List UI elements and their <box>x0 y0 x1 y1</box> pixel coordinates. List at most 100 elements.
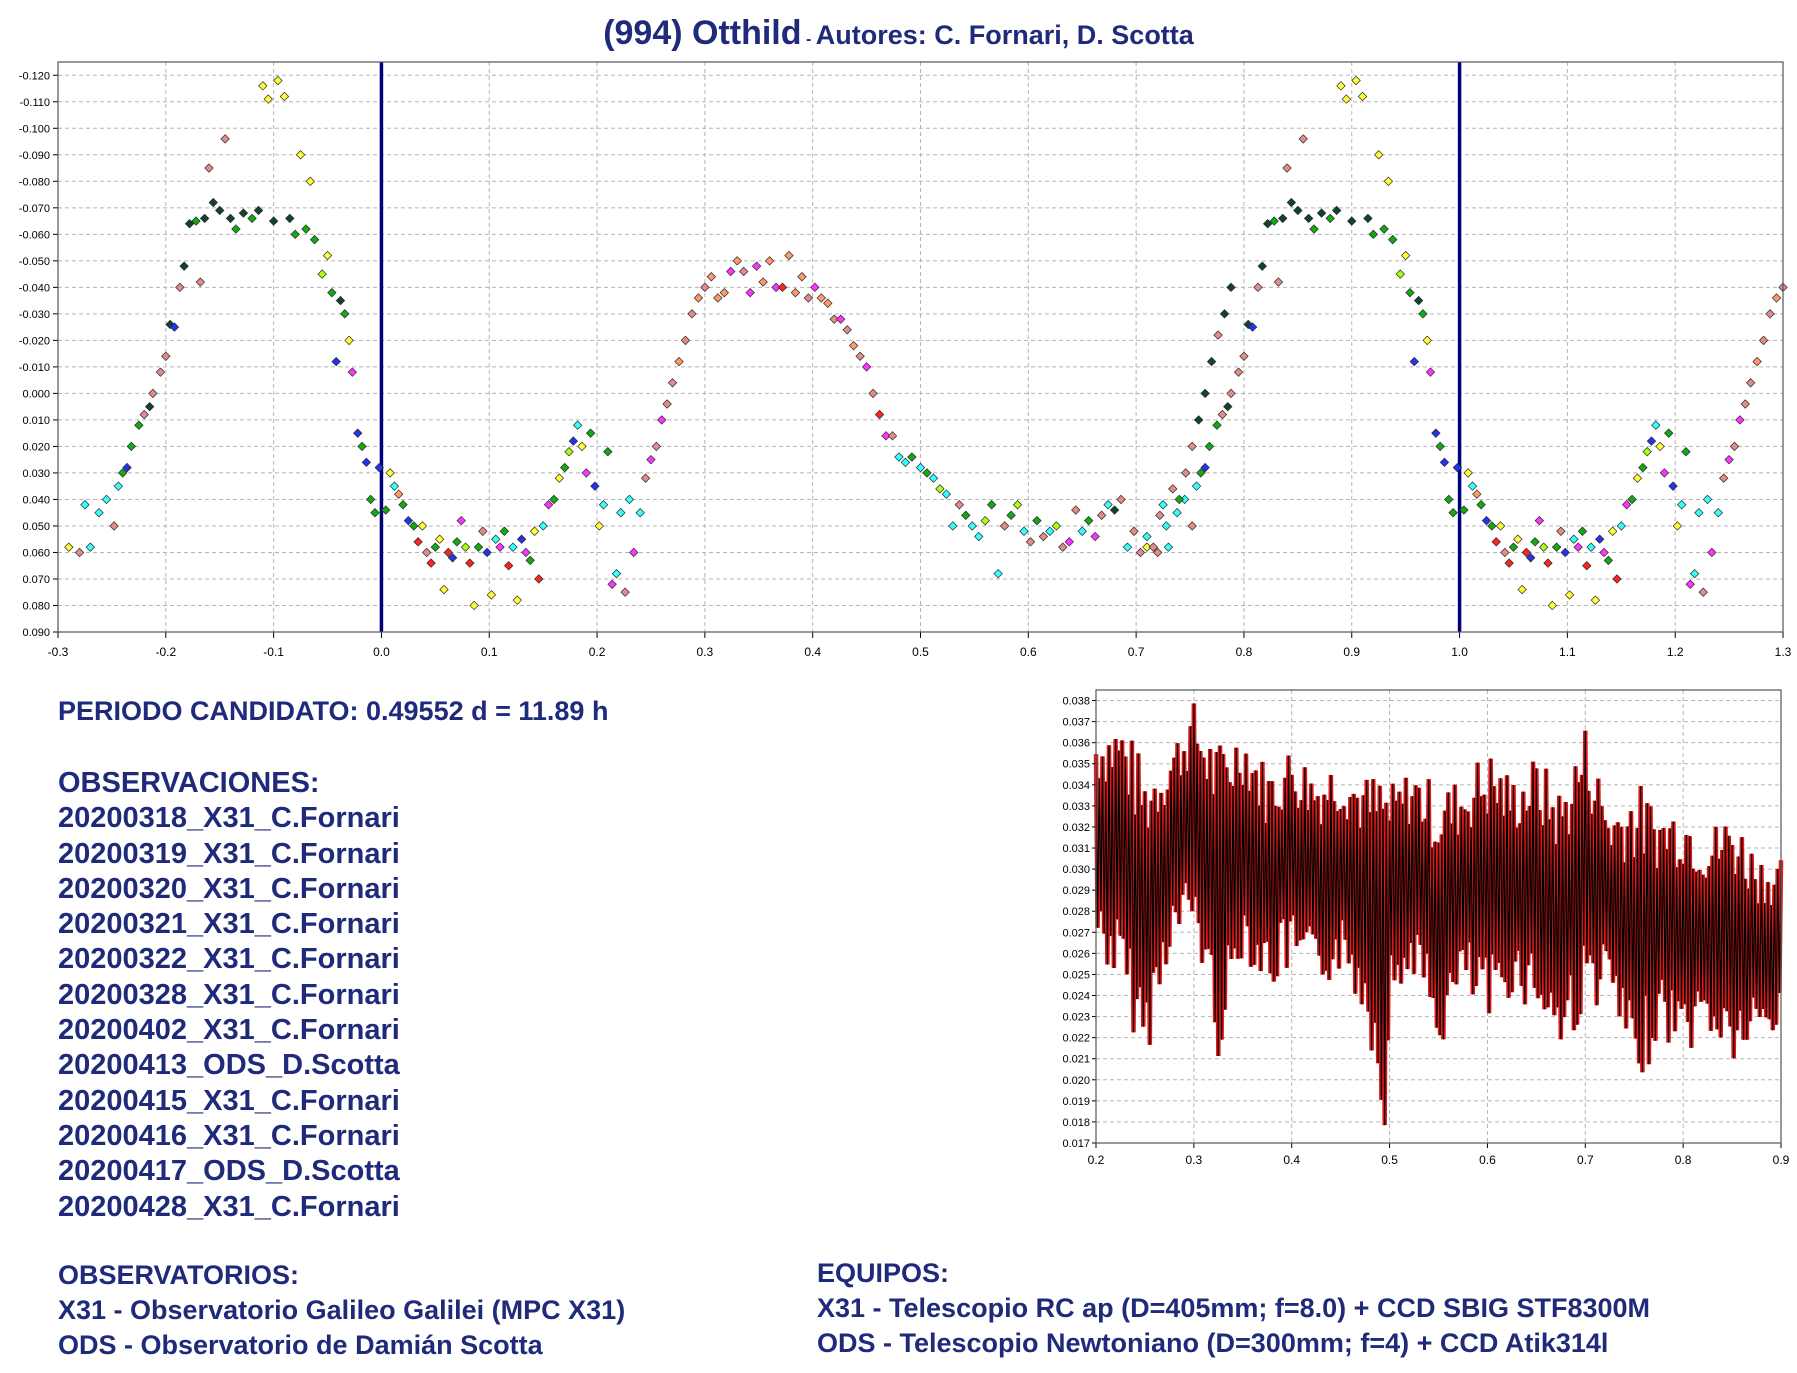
periodogram-trace <box>1095 703 1782 1126</box>
x-tick-label: 0.4 <box>1283 1153 1300 1167</box>
data-point <box>1534 515 1545 526</box>
data-point <box>1560 547 1570 558</box>
data-point <box>268 216 279 226</box>
x-tick-label: -0.2 <box>155 645 176 659</box>
data-point <box>1642 447 1652 457</box>
y-tick-label: 0.037 <box>1062 717 1090 729</box>
data-point <box>486 590 497 600</box>
y-tick-label: 0.030 <box>22 468 50 480</box>
data-point <box>1213 330 1223 340</box>
data-point <box>829 314 839 324</box>
data-point <box>1582 561 1592 571</box>
data-point <box>1363 213 1373 224</box>
data-point <box>1253 282 1263 293</box>
data-point <box>1341 94 1352 104</box>
data-point <box>751 261 762 271</box>
data-point <box>607 579 617 589</box>
data-point <box>1694 508 1704 518</box>
data-point <box>1463 468 1473 478</box>
data-point <box>1551 542 1562 552</box>
data-point <box>1689 568 1700 579</box>
data-point <box>1448 508 1458 518</box>
data-point <box>1713 508 1724 518</box>
data-point <box>1038 531 1049 542</box>
data-point <box>1729 441 1740 452</box>
x-tick-label: 1.3 <box>1775 645 1792 659</box>
y-tick-label: -0.070 <box>19 203 50 215</box>
data-point <box>1476 500 1486 510</box>
data-point <box>1025 537 1036 547</box>
y-tick-label: -0.090 <box>19 150 50 162</box>
chart-title: (994) Otthild - Autores: C. Fornari, D. … <box>0 14 1797 53</box>
data-point <box>370 508 380 518</box>
data-point <box>1325 213 1335 224</box>
y-tick-label: -0.050 <box>19 256 50 268</box>
x-tick-label: 0.6 <box>1479 1153 1496 1167</box>
data-point <box>1298 134 1308 144</box>
data-point <box>1735 415 1745 425</box>
data-point <box>961 510 971 521</box>
x-tick-label: 0.3 <box>697 645 714 659</box>
data-point <box>1491 537 1501 547</box>
data-point <box>199 213 210 224</box>
data-point <box>1200 388 1210 399</box>
data-point <box>1395 269 1405 279</box>
data-point <box>568 436 579 446</box>
data-point <box>1293 205 1303 216</box>
data-point <box>784 250 794 261</box>
x-tick-label: 1.2 <box>1667 645 1684 659</box>
data-point <box>1247 322 1258 332</box>
data-point <box>122 462 132 473</box>
data-point <box>113 481 124 491</box>
data-point <box>389 481 400 491</box>
data-point <box>603 447 613 457</box>
data-point <box>1142 542 1152 552</box>
data-point <box>273 75 283 86</box>
data-point <box>598 500 609 510</box>
data-point <box>253 205 264 216</box>
data-point <box>263 94 273 104</box>
data-point <box>764 256 775 266</box>
data-point <box>842 325 852 335</box>
data-point <box>674 356 684 367</box>
data-point <box>986 500 997 510</box>
y-tick-label: 0.029 <box>1062 885 1090 897</box>
data-point <box>1500 547 1510 558</box>
data-point <box>215 205 225 216</box>
y-tick-label: 0.031 <box>1062 843 1090 855</box>
data-point <box>907 452 917 462</box>
data-point <box>335 295 346 306</box>
data-point <box>993 568 1003 579</box>
x-tick-label: 0.2 <box>1088 1153 1105 1167</box>
observation-item: 20200415_X31_C.Fornari <box>58 1084 400 1117</box>
data-point <box>64 542 74 552</box>
data-point <box>456 515 466 526</box>
x-tick-label: 1.0 <box>1451 645 1468 659</box>
data-point <box>1357 91 1368 102</box>
data-point <box>1595 534 1605 544</box>
data-point <box>848 340 859 351</box>
data-point <box>309 234 320 245</box>
observation-item: 20200416_X31_C.Fornari <box>58 1119 400 1152</box>
x-tick-label: 0.2 <box>589 645 606 659</box>
data-point <box>980 515 990 526</box>
x-tick-label: 0.0 <box>373 645 390 659</box>
title-authors: Autores: C. Fornari, D. Scotta <box>815 20 1194 50</box>
data-point <box>417 521 428 531</box>
y-tick-label: 0.032 <box>1062 822 1090 834</box>
data-point <box>1172 508 1182 518</box>
data-point <box>611 568 622 579</box>
data-point <box>344 335 354 346</box>
data-point <box>823 298 833 308</box>
data-point <box>139 409 149 420</box>
data-point <box>1526 553 1536 563</box>
data-point <box>365 494 376 505</box>
data-point <box>646 454 656 465</box>
data-point <box>80 500 90 510</box>
data-point <box>1347 216 1357 226</box>
data-point <box>1286 197 1297 208</box>
data-point <box>554 473 565 483</box>
y-tick-label: -0.060 <box>19 229 50 241</box>
data-point <box>175 282 185 293</box>
data-point <box>247 213 257 224</box>
